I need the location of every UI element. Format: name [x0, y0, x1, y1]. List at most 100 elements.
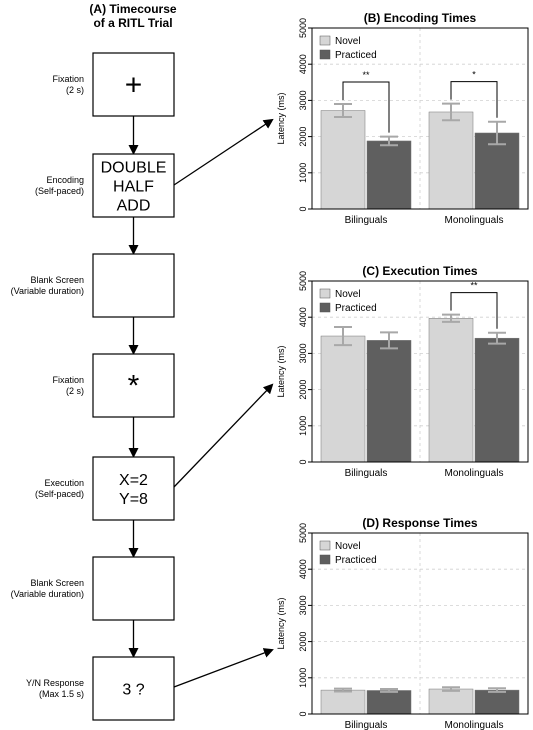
timecourse-step-label: (Variable duration) [11, 286, 84, 296]
y-axis-label: Latency (ms) [276, 345, 286, 397]
timecourse-step-label: (Self-paced) [35, 489, 84, 499]
legend-swatch [319, 540, 331, 551]
timecourse-step-label: Encoding [46, 175, 84, 185]
significance-label: ** [470, 281, 478, 291]
category-label: Bilinguals [345, 720, 388, 730]
legend-label: Practiced [335, 303, 377, 314]
timecourse-step-box [92, 556, 175, 621]
significance-label: ** [362, 70, 370, 80]
legend-label: Novel [335, 541, 361, 552]
timecourse-step-box [92, 656, 175, 721]
timecourse-step-label: Y/N Response [26, 678, 84, 688]
y-axis-label: Latency (ms) [276, 597, 286, 649]
bar-novel-monolinguals [428, 688, 474, 715]
y-tick-label: 5000 [298, 523, 308, 543]
y-tick-label: 2000 [298, 380, 308, 400]
bar-novel-monolinguals [428, 318, 474, 463]
y-tick-label: 0 [298, 459, 308, 464]
execution-times-panel: (C) Execution Times Bilinguals ** Monolingu… [276, 264, 529, 479]
timecourse-step-label: (Max 1.5 s) [39, 689, 84, 699]
significance-label: * [472, 70, 476, 80]
timecourse-step-content: X=2 [119, 472, 148, 489]
legend-label: Novel [335, 289, 361, 300]
legend-label: Practiced [335, 555, 377, 566]
y-tick-label: 3000 [298, 90, 308, 110]
chart-title: (B) Encoding Times [364, 11, 477, 25]
timecourse-step-content: Y=8 [119, 491, 148, 508]
bar-novel-bilinguals [320, 689, 366, 715]
significance-bracket [342, 81, 390, 133]
category-label: Monolinguals [445, 215, 504, 226]
y-tick-label: 2000 [298, 127, 308, 147]
bar-practiced-bilinguals [366, 140, 412, 210]
response-times-panel: (D) Response Times Bilinguals Monolinguals… [276, 516, 529, 730]
significance-bracket [450, 292, 498, 329]
y-tick-label: 2000 [298, 632, 308, 652]
plot-frame [311, 280, 529, 463]
timecourse-step-box [92, 353, 175, 418]
y-tick-label: 4000 [298, 307, 308, 327]
timecourse-step-box [92, 253, 175, 318]
category-label: Bilinguals [345, 215, 388, 226]
timecourse-step-content: * [128, 370, 140, 403]
chart-title: (C) Execution Times [362, 264, 477, 278]
legend-swatch [319, 35, 331, 46]
category-label: Monolinguals [445, 720, 504, 730]
category-label: Monolinguals [445, 468, 504, 479]
y-axis-label: Latency (ms) [276, 92, 286, 144]
y-tick-label: 0 [298, 711, 308, 716]
timecourse-step-label: (Self-paced) [35, 186, 84, 196]
timecourse-panel: (A) Timecourse of a RITL Trial Fixation(… [11, 2, 177, 721]
significance-bracket [450, 81, 498, 118]
y-tick-label: 0 [298, 206, 308, 211]
bar-practiced-bilinguals [366, 340, 412, 463]
connector-arrow [173, 383, 274, 488]
timecourse-step-content: ADD [117, 198, 151, 215]
timecourse-title-line1: (A) Timecourse [89, 2, 176, 16]
y-tick-label: 1000 [298, 163, 308, 183]
y-tick-label: 3000 [298, 343, 308, 363]
bar-practiced-monolinguals [474, 337, 520, 463]
y-tick-label: 1000 [298, 668, 308, 688]
legend-label: Novel [335, 36, 361, 47]
y-tick-label: 5000 [298, 18, 308, 38]
timecourse-step-content: + [125, 69, 143, 102]
timecourse-step-content: HALF [113, 179, 154, 196]
timecourse-step-box [92, 52, 175, 117]
y-tick-label: 5000 [298, 271, 308, 291]
bar-novel-bilinguals [320, 110, 366, 210]
timecourse-step-label: Fixation [52, 375, 84, 385]
timecourse-step-label: Fixation [52, 74, 84, 84]
encoding-times-panel: (B) Encoding Times ** Bilinguals * Monolingu… [276, 11, 529, 226]
timecourse-step-content: DOUBLE [101, 160, 167, 177]
connector-arrow [173, 648, 274, 688]
bar-practiced-monolinguals [474, 132, 520, 210]
chart-title: (D) Response Times [362, 516, 477, 530]
timecourse-title-line2: of a RITL Trial [93, 16, 172, 30]
legend-swatch [319, 49, 331, 60]
bar-novel-bilinguals [320, 335, 366, 463]
timecourse-step-label: Execution [44, 478, 84, 488]
timecourse-step-label: (2 s) [66, 85, 84, 95]
y-tick-label: 1000 [298, 416, 308, 436]
bar-novel-monolinguals [428, 111, 474, 210]
timecourse-step-box [92, 153, 175, 218]
timecourse-step-box [92, 456, 175, 521]
timecourse-step-label: (Variable duration) [11, 589, 84, 599]
legend-swatch [319, 302, 331, 313]
bar-practiced-monolinguals [474, 689, 520, 715]
plot-frame [311, 532, 529, 715]
timecourse-step-label: (2 s) [66, 386, 84, 396]
category-label: Bilinguals [345, 468, 388, 479]
legend-swatch [319, 288, 331, 299]
y-tick-label: 4000 [298, 54, 308, 74]
legend-label: Practiced [335, 50, 377, 61]
connector-arrows [173, 118, 274, 688]
y-tick-label: 3000 [298, 595, 308, 615]
timecourse-step-content: 3 ? [122, 682, 144, 699]
plot-frame [311, 27, 529, 210]
timecourse-step-label: Blank Screen [30, 275, 84, 285]
connector-arrow [173, 118, 274, 186]
legend-swatch [319, 554, 331, 565]
